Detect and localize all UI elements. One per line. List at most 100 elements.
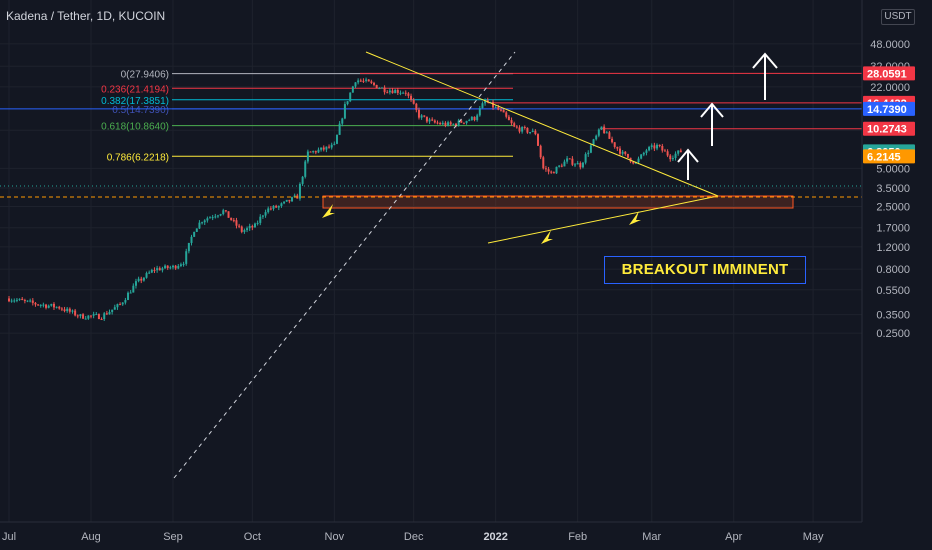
pointer-arrow-icon — [629, 211, 641, 225]
candle-body — [386, 92, 389, 94]
price-label-text: 14.7390 — [867, 104, 907, 116]
time-axis[interactable]: Jul Aug Sep Oct Nov Dec 2022 Feb Mar Apr May — [0, 521, 932, 550]
candle-body — [626, 153, 629, 158]
candle-body — [568, 158, 571, 160]
candle-body — [285, 199, 288, 202]
candle-body — [679, 150, 682, 153]
candle-body — [581, 162, 584, 168]
candle-body — [534, 130, 537, 135]
candle-body — [10, 300, 13, 302]
candle-body — [127, 292, 130, 301]
candle-body — [669, 155, 672, 160]
candle-body — [505, 112, 508, 117]
candle-body — [298, 183, 301, 199]
pointer-arrow-icon — [322, 204, 335, 218]
candle-body — [150, 269, 153, 273]
candle-body — [357, 80, 360, 83]
time-tick-label: Mar — [642, 531, 661, 543]
candle-body — [378, 88, 381, 90]
candle-body — [645, 150, 648, 153]
candle-body — [119, 304, 122, 306]
candle-body — [58, 306, 61, 309]
candle-body — [502, 109, 505, 113]
candle-body — [362, 80, 365, 82]
candle-body — [576, 163, 579, 165]
candle-body — [335, 134, 338, 144]
candle-body — [171, 265, 174, 268]
candle-body — [531, 130, 534, 133]
drawings — [0, 51, 862, 479]
time-tick-label: Dec — [404, 531, 424, 543]
candle-body — [23, 300, 26, 302]
candle-body — [222, 210, 225, 215]
candle-body — [111, 309, 114, 312]
candle-body — [13, 300, 16, 302]
candle-body — [473, 116, 476, 121]
candle-body — [100, 319, 103, 321]
candle-body — [592, 139, 595, 146]
time-tick-label: Nov — [325, 531, 345, 543]
candle-body — [52, 303, 55, 308]
candle-body — [632, 161, 635, 164]
candle-body — [174, 265, 177, 269]
candle-body — [407, 93, 410, 96]
candle-body — [209, 217, 212, 219]
candle-body — [481, 103, 484, 109]
candle-body — [253, 223, 256, 228]
time-tick-label: Jul — [2, 531, 16, 543]
candle-body — [161, 268, 164, 271]
candle-body — [518, 127, 521, 132]
candle-body — [537, 134, 539, 146]
candle-body — [95, 314, 98, 316]
candle-body — [600, 126, 603, 130]
candle-body — [658, 144, 661, 146]
candle-body — [34, 302, 37, 305]
candle-body — [89, 315, 92, 317]
candle-body — [76, 315, 79, 317]
candle-body — [640, 154, 643, 159]
candle-body — [124, 300, 127, 303]
candle-body — [50, 303, 53, 306]
candle-body — [412, 99, 415, 104]
candle-body — [243, 230, 246, 232]
candle-body — [574, 164, 577, 166]
candle-body — [92, 314, 95, 316]
candle-body — [121, 302, 124, 305]
candle-body — [179, 264, 182, 266]
fib-retracement: 0(27.9406)0.236(21.4194)0.382(17.3851)0.… — [101, 70, 513, 163]
candle-body — [656, 144, 659, 149]
candle-body — [338, 123, 341, 135]
candle-body — [399, 92, 402, 94]
candle-body — [423, 115, 426, 117]
candle-body — [447, 122, 450, 126]
candle-body — [571, 158, 574, 165]
price-axis[interactable]: 48.000032.000022.000010.00005.00003.5000… — [861, 0, 932, 550]
triangle-lower-line — [487, 195, 719, 244]
currency-badge[interactable]: USDT — [881, 9, 915, 25]
candle-body — [343, 104, 346, 119]
candle-body — [203, 220, 206, 223]
candle-body — [261, 215, 264, 217]
candle-body — [291, 197, 294, 202]
candle-body — [555, 166, 558, 174]
candle-body — [187, 242, 190, 252]
candle-body — [214, 216, 217, 218]
candle-body — [380, 87, 383, 89]
candle-body — [280, 203, 283, 206]
candle-body — [293, 195, 296, 198]
candle-body — [238, 225, 241, 227]
candle-body — [246, 228, 249, 231]
candle-body — [341, 118, 344, 124]
candle-body — [60, 308, 63, 310]
time-axis-bg — [0, 522, 932, 550]
candle-body — [544, 168, 547, 170]
candle-body — [190, 236, 193, 243]
candle-body — [383, 87, 386, 93]
candle-body — [507, 116, 510, 121]
candle-body — [560, 165, 563, 167]
candle-body — [476, 115, 479, 121]
candle-body — [330, 144, 333, 148]
candle-body — [441, 122, 444, 125]
candle-body — [584, 154, 587, 163]
